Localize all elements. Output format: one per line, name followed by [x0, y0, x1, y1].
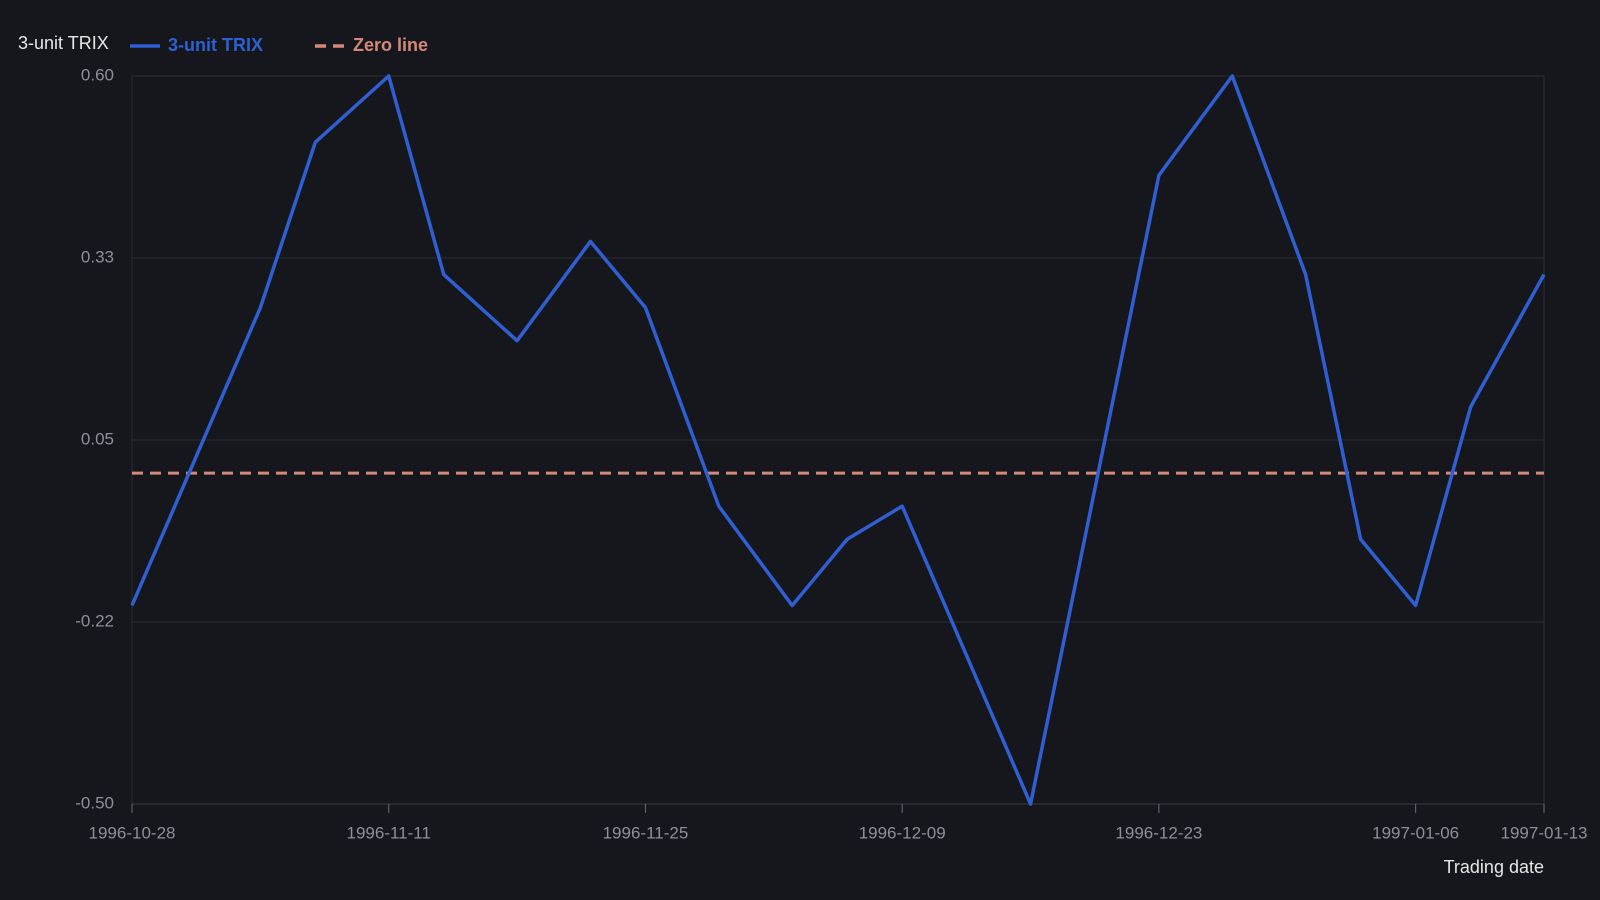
- y-tick-label: 0.05: [81, 429, 114, 448]
- legend-label: 3-unit TRIX: [168, 35, 263, 55]
- y-tick-label: 0.33: [81, 247, 114, 266]
- y-tick-label: 0.60: [81, 65, 114, 84]
- x-tick-label: 1996-11-25: [603, 823, 689, 842]
- y-tick-label: -0.50: [75, 793, 114, 812]
- x-tick-label: 1996-12-09: [859, 823, 946, 842]
- x-tick-label: 1996-12-23: [1115, 823, 1202, 842]
- x-tick-label: 1997-01-06: [1372, 823, 1459, 842]
- x-tick-label: 1996-11-11: [347, 823, 431, 842]
- legend-label: Zero line: [353, 35, 428, 55]
- x-tick-label: 1996-10-28: [89, 823, 176, 842]
- x-tick-label: 1997-01-13: [1501, 823, 1588, 842]
- x-axis-label: Trading date: [1444, 857, 1544, 877]
- y-axis-label: 3-unit TRIX: [18, 33, 109, 53]
- y-tick-label: -0.22: [75, 611, 114, 630]
- series-line: [130, 74, 1546, 806]
